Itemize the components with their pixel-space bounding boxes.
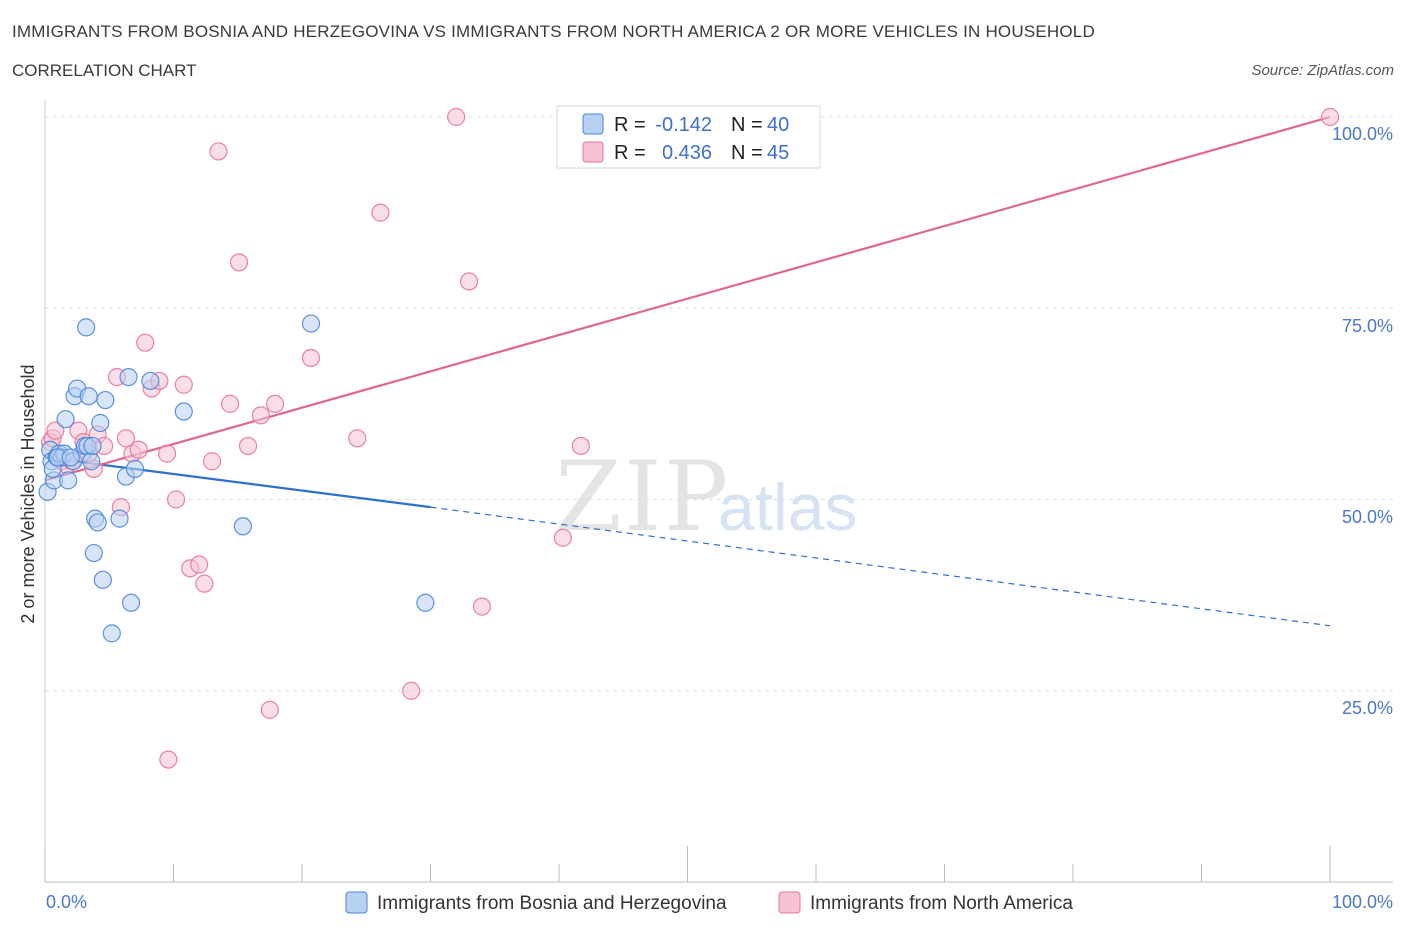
legend-r-label-blue: R = (614, 114, 646, 136)
data-point-bosnia (119, 368, 138, 387)
data-point-bosnia (83, 436, 102, 456)
chart-title: IMMIGRANTS FROM BOSNIA AND HERZEGOVINA V… (12, 22, 1095, 41)
trend-line-blue (44, 456, 431, 509)
data-point-north-america (472, 597, 491, 616)
data-point-north-america (553, 528, 572, 547)
series-legend: Immigrants from Bosnia and Herzegovina I… (345, 891, 1073, 914)
data-point-north-america (260, 700, 279, 719)
data-point-bosnia (82, 452, 101, 471)
data-point-north-america (238, 436, 258, 456)
correlation-legend: R = -0.142 N = 40 R = 0.436 N = 45 (556, 105, 821, 169)
y-axis-label: 2 or more Vehicles in Household (18, 364, 38, 623)
x-tick-label-100: 100.0% (1332, 892, 1393, 912)
data-point-north-america (447, 107, 466, 127)
data-point-bosnia (88, 513, 107, 532)
data-point-north-america (402, 681, 421, 700)
data-point-bosnia (77, 318, 96, 337)
legend-swatch-pink (582, 141, 604, 163)
legend-n-value-blue: 40 (767, 114, 789, 136)
legend-swatch-blue (582, 113, 604, 135)
legend-r-value-blue: -0.142 (655, 114, 712, 136)
data-point-north-america (157, 444, 177, 463)
bottom-legend-swatch-pink (778, 891, 801, 914)
chart-subtitle: CORRELATION CHART (12, 61, 197, 80)
data-point-bosnia (96, 390, 115, 410)
data-point-bosnia (121, 593, 141, 612)
data-point-bosnia (125, 459, 145, 478)
data-point-north-america (116, 429, 136, 448)
data-points (38, 107, 1340, 769)
data-point-bosnia (102, 624, 121, 643)
data-point-bosnia (233, 517, 252, 536)
data-point-north-america (46, 421, 65, 440)
legend-n-label-pink: N = (731, 142, 763, 164)
trend-line-blue-extension (430, 506, 1331, 627)
data-point-bosnia (301, 314, 321, 333)
data-point-bosnia (141, 371, 160, 391)
x-tick-label-0: 0.0% (46, 892, 87, 912)
data-point-north-america (265, 394, 285, 413)
data-point-north-america (571, 436, 590, 456)
watermark-atlas: atlas (718, 470, 857, 544)
legend-n-label-blue: N = (731, 114, 763, 136)
bottom-legend-swatch-blue (345, 891, 368, 914)
y-tick-label-100: 100.0% (1332, 124, 1393, 144)
data-point-north-america (1320, 107, 1340, 127)
legend-r-label-pink: R = (614, 142, 646, 164)
bottom-legend-label-pink: Immigrants from North America (810, 893, 1073, 914)
data-point-north-america (166, 490, 186, 509)
data-point-north-america (220, 394, 240, 413)
data-point-bosnia (91, 413, 110, 433)
y-tick-label-50: 50.0% (1342, 507, 1393, 527)
data-point-bosnia (61, 448, 80, 467)
data-point-north-america (195, 574, 214, 593)
legend-n-value-pink: 45 (767, 142, 789, 164)
data-point-north-america (159, 750, 178, 769)
data-point-north-america (129, 440, 148, 459)
data-point-bosnia (174, 402, 193, 421)
trend-line-pink (44, 115, 1331, 482)
data-point-north-america (229, 253, 249, 272)
data-point-bosnia (59, 471, 78, 490)
legend-r-value-pink: 0.436 (662, 142, 712, 164)
source-credit: Source: ZipAtlas.com (1251, 62, 1394, 79)
data-point-north-america (209, 142, 228, 161)
y-tick-label-75: 75.0% (1342, 316, 1393, 336)
data-point-bosnia (93, 570, 112, 589)
data-point-bosnia (79, 387, 98, 406)
bottom-legend-label-blue: Immigrants from Bosnia and Herzegovina (377, 893, 727, 914)
data-point-bosnia (56, 410, 75, 429)
data-point-bosnia (84, 543, 103, 563)
data-point-north-america (371, 203, 390, 222)
data-point-bosnia (110, 509, 129, 528)
data-point-north-america (251, 406, 270, 425)
watermark-zip: ZIP (555, 441, 730, 553)
data-point-north-america (190, 555, 209, 574)
data-point-bosnia (416, 593, 435, 612)
data-point-north-america (174, 375, 193, 394)
grid (45, 116, 1393, 692)
data-point-north-america (202, 452, 222, 471)
data-point-north-america (459, 272, 479, 291)
y-tick-label-25: 25.0% (1342, 698, 1393, 718)
data-point-north-america (348, 429, 367, 448)
data-point-north-america (301, 348, 321, 368)
data-point-north-america (136, 333, 155, 352)
